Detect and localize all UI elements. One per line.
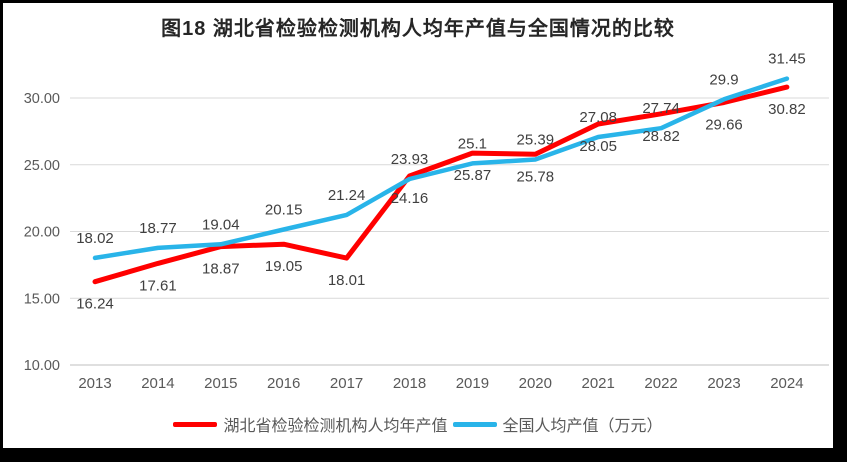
national-series-line — [92, 76, 790, 261]
svg-text:30.00: 30.00 — [24, 91, 60, 107]
svg-text:2020: 2020 — [519, 375, 552, 392]
legend-item-national: 全国人均产值（万元） — [452, 412, 663, 436]
svg-text:25.00: 25.00 — [24, 158, 60, 174]
svg-text:2014: 2014 — [141, 375, 174, 392]
svg-text:2013: 2013 — [78, 375, 111, 392]
svg-text:28.05: 28.05 — [579, 138, 617, 155]
svg-text:25.39: 25.39 — [517, 132, 555, 149]
legend-label-national: 全国人均产值（万元） — [502, 418, 663, 435]
svg-text:2021: 2021 — [582, 375, 615, 392]
svg-text:18.01: 18.01 — [328, 272, 366, 289]
svg-text:25.78: 25.78 — [517, 168, 555, 185]
svg-text:18.02: 18.02 — [76, 230, 114, 247]
svg-text:27.08: 27.08 — [579, 109, 617, 126]
svg-text:31.45: 31.45 — [768, 51, 806, 68]
svg-text:18.87: 18.87 — [202, 261, 240, 278]
legend-line-blue-icon — [452, 421, 497, 427]
svg-text:29.66: 29.66 — [705, 117, 743, 134]
svg-text:28.82: 28.82 — [642, 128, 680, 145]
svg-text:18.77: 18.77 — [139, 220, 177, 237]
svg-text:23.93: 23.93 — [391, 151, 429, 168]
chart-title: 图18 湖北省检验检测机构人均年产值与全国情况的比较 — [161, 18, 675, 40]
svg-text:2019: 2019 — [456, 375, 489, 392]
svg-text:24.16: 24.16 — [391, 190, 429, 207]
svg-text:20.15: 20.15 — [265, 201, 303, 218]
svg-text:2024: 2024 — [770, 375, 803, 392]
legend-line-red-icon — [173, 421, 218, 427]
hubei-data-labels: 16.24 17.61 18.87 19.05 18.01 24.16 25.87 25.78… — [76, 101, 805, 313]
national-data-labels: 18.02 18.77 19.04 20.15 21.24 23.93 25.1 25.39 2… — [76, 51, 805, 247]
svg-text:2023: 2023 — [707, 375, 740, 392]
svg-text:17.61: 17.61 — [139, 277, 177, 294]
svg-text:19.05: 19.05 — [265, 258, 303, 275]
svg-text:19.04: 19.04 — [202, 216, 240, 233]
chart-container: 图18 湖北省检验检测机构人均年产值与全国情况的比较 10.00 15.00 20.… — [3, 3, 833, 448]
svg-text:29.9: 29.9 — [709, 71, 738, 88]
svg-text:30.82: 30.82 — [768, 101, 806, 118]
svg-text:2018: 2018 — [393, 375, 426, 392]
y-axis-tick-labels: 10.00 15.00 20.00 25.00 30.00 — [24, 91, 60, 374]
svg-text:25.87: 25.87 — [454, 167, 492, 184]
chart-legend: 湖北省检验检测机构人均年产值 全国人均产值（万元） — [3, 412, 833, 436]
svg-text:2022: 2022 — [644, 375, 677, 392]
gridlines — [70, 97, 829, 366]
legend-item-hubei: 湖北省检验检测机构人均年产值 — [173, 412, 448, 436]
svg-text:2017: 2017 — [330, 375, 363, 392]
hubei-series-line — [92, 84, 790, 285]
svg-text:15.00: 15.00 — [24, 291, 60, 307]
svg-text:16.24: 16.24 — [76, 296, 114, 313]
svg-text:21.24: 21.24 — [328, 187, 366, 204]
svg-text:2015: 2015 — [204, 375, 237, 392]
svg-text:20.00: 20.00 — [24, 225, 60, 241]
svg-text:2016: 2016 — [267, 375, 300, 392]
svg-text:27.74: 27.74 — [642, 100, 680, 117]
x-axis-tick-labels: 2013 2014 2015 2016 2017 2018 2019 2020 2021 2022… — [78, 375, 803, 392]
svg-text:25.1: 25.1 — [458, 135, 487, 152]
legend-label-hubei: 湖北省检验检测机构人均年产值 — [223, 418, 448, 435]
svg-text:10.00: 10.00 — [24, 358, 60, 374]
